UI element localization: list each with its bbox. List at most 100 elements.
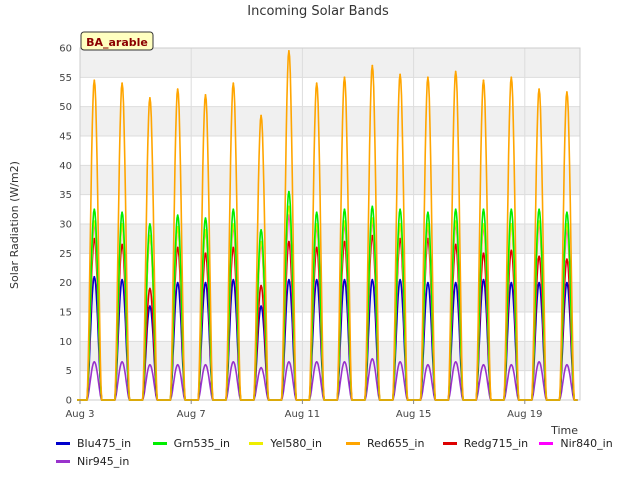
- y-tick-label: 15: [59, 308, 72, 319]
- legend-swatch: [249, 441, 264, 445]
- daily-peak-point: [176, 226, 179, 228]
- daily-peak-point: [343, 278, 346, 281]
- y-ticks: 0 5 10 15 20 25 30 35 40 45 50 55 60: [59, 44, 72, 407]
- daily-peak-point: [176, 246, 179, 249]
- background-band: [80, 136, 580, 166]
- daily-peak-point: [454, 243, 457, 246]
- daily-peak-point: [371, 278, 374, 281]
- daily-peak-point: [93, 361, 96, 363]
- daily-peak-point: [510, 208, 513, 211]
- legend-label: Blu475_in: [77, 436, 132, 450]
- legend-row: Blu475_in Grn535_in Yel580_in Red655_in Redg…: [56, 434, 636, 452]
- daily-peak-point: [510, 223, 513, 225]
- x-axis-label: Time: [550, 424, 578, 437]
- daily-peak-point: [288, 190, 290, 193]
- daily-peak-point: [538, 208, 540, 211]
- y-tick-label: 60: [59, 44, 72, 55]
- background-band: [80, 370, 580, 400]
- daily-peak-point: [482, 363, 485, 366]
- daily-peak-point: [232, 246, 235, 249]
- daily-peak-point: [510, 249, 513, 252]
- x-tick-label: Aug 11: [285, 409, 320, 420]
- y-tick-label: 40: [59, 161, 72, 172]
- x-tick-label: Aug 7: [177, 409, 206, 420]
- daily-peak-point: [232, 82, 235, 85]
- daily-peak-point: [371, 358, 374, 360]
- daily-peak-point: [454, 361, 457, 363]
- daily-peak-point: [427, 76, 429, 79]
- y-tick-label: 50: [59, 102, 72, 113]
- daily-peak-point: [149, 363, 151, 366]
- series-layer: [77, 50, 578, 401]
- background-band: [80, 165, 580, 195]
- daily-peak-point: [343, 208, 346, 211]
- daily-peak-point: [121, 361, 123, 363]
- daily-peak-point: [93, 275, 96, 278]
- x-tick-label: Aug 3: [65, 409, 94, 420]
- y-tick-label: 0: [66, 396, 72, 407]
- daily-peak-point: [454, 70, 457, 73]
- background-band: [80, 253, 580, 283]
- daily-peak-point: [427, 237, 429, 240]
- series-Red655_in: [77, 50, 578, 401]
- daily-peak-point: [93, 208, 96, 211]
- daily-peak-point: [204, 229, 207, 231]
- daily-peak-point: [260, 366, 262, 369]
- daily-peak-point: [399, 208, 401, 211]
- legend-swatch: [442, 441, 457, 445]
- y-tick-label: 10: [59, 337, 72, 348]
- daily-peak-point: [204, 252, 207, 255]
- daily-peak-point: [93, 237, 96, 240]
- legend-swatch: [346, 441, 361, 445]
- daily-peak-point: [538, 361, 540, 363]
- daily-peak-point: [232, 208, 235, 211]
- daily-peak-point: [149, 234, 151, 237]
- daily-peak-point: [176, 363, 179, 366]
- daily-peak-point: [204, 217, 207, 220]
- legend-item: Blu475_in: [56, 437, 153, 450]
- legend-item: Red655_in: [346, 437, 443, 450]
- daily-peak-point: [399, 361, 401, 363]
- legend-item: Nir840_in: [539, 437, 636, 450]
- y-axis-label: Solar Radiation (W/m2): [8, 161, 21, 289]
- daily-peak-point: [427, 363, 429, 366]
- daily-peak-point: [343, 240, 346, 243]
- legend-swatch: [539, 441, 554, 445]
- daily-peak-point: [399, 73, 401, 76]
- daily-peak-point: [538, 255, 540, 258]
- daily-peak-point: [315, 361, 318, 363]
- daily-peak-point: [149, 223, 151, 225]
- legend-item: Grn535_in: [152, 437, 250, 450]
- daily-peak-point: [260, 284, 262, 287]
- daily-peak-point: [566, 281, 568, 284]
- daily-peak-point: [427, 281, 429, 284]
- legend-row: Nir945_in: [56, 452, 636, 470]
- legend-label: Yel580_in: [270, 436, 322, 450]
- daily-peak-point: [204, 281, 207, 284]
- daily-peak-point: [566, 258, 568, 261]
- background-band: [80, 312, 580, 342]
- chart-title: Incoming Solar Bands: [247, 4, 389, 19]
- daily-peak-point: [482, 79, 485, 82]
- daily-peak-point: [121, 82, 123, 85]
- legend-item: Redg715_in: [442, 436, 540, 450]
- legend: Blu475_in Grn535_in Yel580_in Red655_in Redg…: [56, 434, 636, 470]
- legend-label: Nir945_in: [77, 454, 130, 468]
- daily-peak-point: [232, 223, 235, 225]
- x-ticks: Aug 3 Aug 7 Aug 11 Aug 15 Aug 19: [65, 400, 543, 420]
- legend-label: Redg715_in: [463, 436, 529, 450]
- site-badge: BA_arable: [80, 31, 154, 51]
- y-tick-label: 30: [59, 220, 72, 231]
- daily-peak-point: [454, 281, 457, 284]
- legend-swatch: [152, 441, 167, 445]
- background-band: [80, 106, 580, 136]
- daily-peak-point: [260, 229, 262, 231]
- daily-peak-point: [427, 211, 429, 214]
- daily-peak-point: [121, 243, 123, 246]
- daily-peak-point: [482, 208, 485, 211]
- daily-peak-point: [121, 278, 123, 281]
- legend-label: Red655_in: [367, 436, 425, 450]
- daily-peak-point: [538, 281, 540, 284]
